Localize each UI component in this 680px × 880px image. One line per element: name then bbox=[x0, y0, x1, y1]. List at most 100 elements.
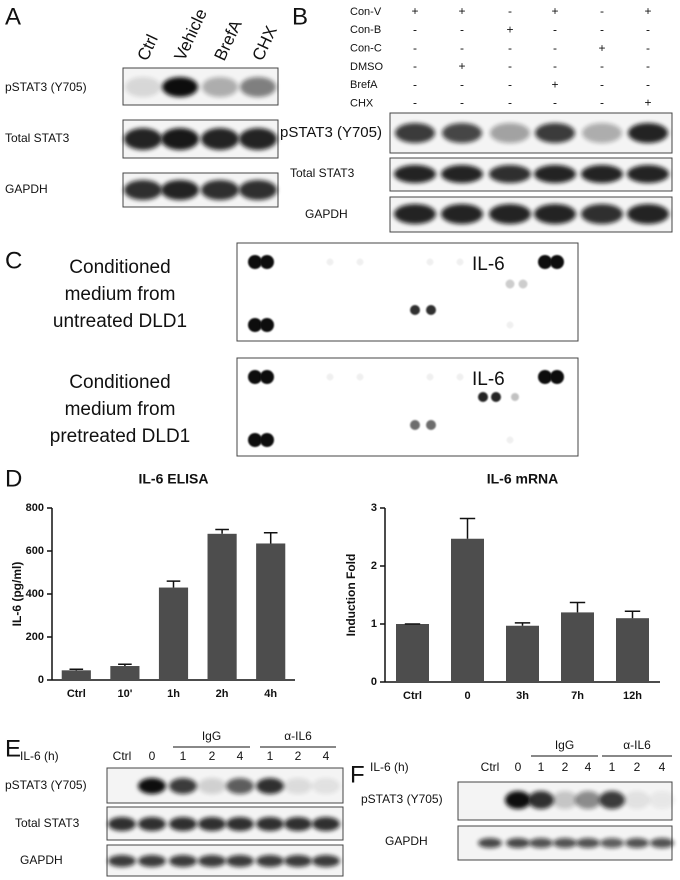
error-bar bbox=[166, 580, 181, 588]
label: GAPDH bbox=[5, 182, 48, 196]
spot bbox=[426, 258, 434, 266]
label: + bbox=[644, 96, 651, 110]
label: 1h bbox=[167, 688, 180, 700]
band bbox=[490, 123, 530, 143]
band bbox=[312, 855, 340, 867]
label: 2 bbox=[295, 749, 302, 763]
band bbox=[198, 817, 226, 831]
spot bbox=[506, 436, 514, 444]
band bbox=[226, 855, 254, 867]
label: Total STAT3 bbox=[15, 816, 80, 830]
band bbox=[506, 838, 530, 848]
label: 2 bbox=[562, 760, 569, 774]
band bbox=[226, 778, 254, 794]
label: 7h bbox=[571, 690, 584, 702]
band bbox=[581, 204, 623, 224]
spot bbox=[505, 279, 515, 289]
label: BrefA bbox=[210, 16, 245, 63]
spot bbox=[260, 433, 274, 447]
band bbox=[239, 180, 277, 200]
label: 1 bbox=[609, 760, 616, 774]
label: Induction Fold bbox=[344, 554, 358, 637]
band bbox=[169, 817, 197, 831]
label: 4 bbox=[323, 749, 330, 763]
band bbox=[138, 855, 166, 867]
label: Con-V bbox=[350, 6, 382, 18]
label: - bbox=[508, 59, 512, 73]
band bbox=[394, 204, 436, 224]
spot bbox=[248, 255, 262, 269]
label: Ctrl bbox=[481, 760, 500, 774]
label: 1 bbox=[538, 760, 545, 774]
blot-frame bbox=[389, 112, 673, 154]
label: - bbox=[646, 77, 650, 91]
spot bbox=[248, 433, 262, 447]
label: 0 bbox=[464, 690, 470, 702]
band bbox=[284, 778, 312, 794]
label: IL-6 (h) bbox=[370, 760, 409, 774]
label: - bbox=[553, 59, 557, 73]
label: - bbox=[646, 22, 650, 36]
label: - bbox=[646, 59, 650, 73]
label: pretreated DLD1 bbox=[50, 426, 190, 447]
error-bar bbox=[215, 528, 229, 534]
band bbox=[161, 180, 199, 200]
band bbox=[169, 778, 197, 794]
label: GAPDH bbox=[20, 853, 63, 867]
bar bbox=[396, 624, 429, 682]
band bbox=[576, 838, 600, 848]
band bbox=[534, 204, 576, 224]
band bbox=[201, 128, 239, 150]
band bbox=[125, 77, 161, 97]
label: CHX bbox=[350, 97, 374, 109]
label: D bbox=[5, 465, 22, 492]
blot-frame bbox=[389, 157, 673, 192]
error-bar bbox=[459, 517, 476, 539]
band bbox=[535, 123, 575, 143]
label: + bbox=[644, 4, 651, 18]
spot bbox=[456, 258, 464, 266]
array-frame bbox=[236, 242, 579, 342]
band bbox=[198, 855, 226, 867]
label: GAPDH bbox=[305, 207, 348, 221]
band bbox=[395, 123, 435, 143]
band bbox=[505, 791, 531, 809]
label: - bbox=[600, 77, 604, 91]
band bbox=[124, 180, 162, 200]
band bbox=[442, 123, 482, 143]
band bbox=[138, 778, 166, 794]
label: IL-6 (h) bbox=[20, 749, 59, 763]
band bbox=[649, 791, 675, 809]
spot bbox=[356, 373, 364, 381]
label: 1 bbox=[267, 749, 274, 763]
band bbox=[575, 791, 601, 809]
band bbox=[202, 77, 238, 97]
spot bbox=[550, 255, 564, 269]
label: α-IL6 bbox=[284, 729, 312, 743]
spot bbox=[248, 318, 262, 332]
label: + bbox=[458, 4, 465, 18]
error-bar bbox=[569, 601, 586, 613]
band bbox=[256, 817, 284, 831]
label: GAPDH bbox=[385, 834, 428, 848]
band bbox=[478, 838, 502, 848]
label: Conditioned bbox=[69, 257, 170, 278]
spot bbox=[326, 373, 334, 381]
label: - bbox=[508, 41, 512, 55]
label: Conditioned bbox=[69, 372, 170, 393]
bar bbox=[451, 538, 484, 682]
spot bbox=[518, 279, 528, 289]
label: 1 bbox=[180, 749, 187, 763]
error-bar bbox=[69, 668, 84, 671]
error-bar bbox=[118, 663, 132, 667]
label: - bbox=[460, 41, 464, 55]
label: IL-6 mRNA bbox=[487, 471, 559, 487]
band bbox=[256, 778, 284, 794]
band bbox=[108, 855, 136, 867]
label: - bbox=[600, 96, 604, 110]
spot bbox=[410, 305, 420, 315]
spot bbox=[491, 392, 501, 402]
label: pSTAT3 (Y705) bbox=[5, 80, 87, 94]
label: 600 bbox=[26, 545, 44, 557]
